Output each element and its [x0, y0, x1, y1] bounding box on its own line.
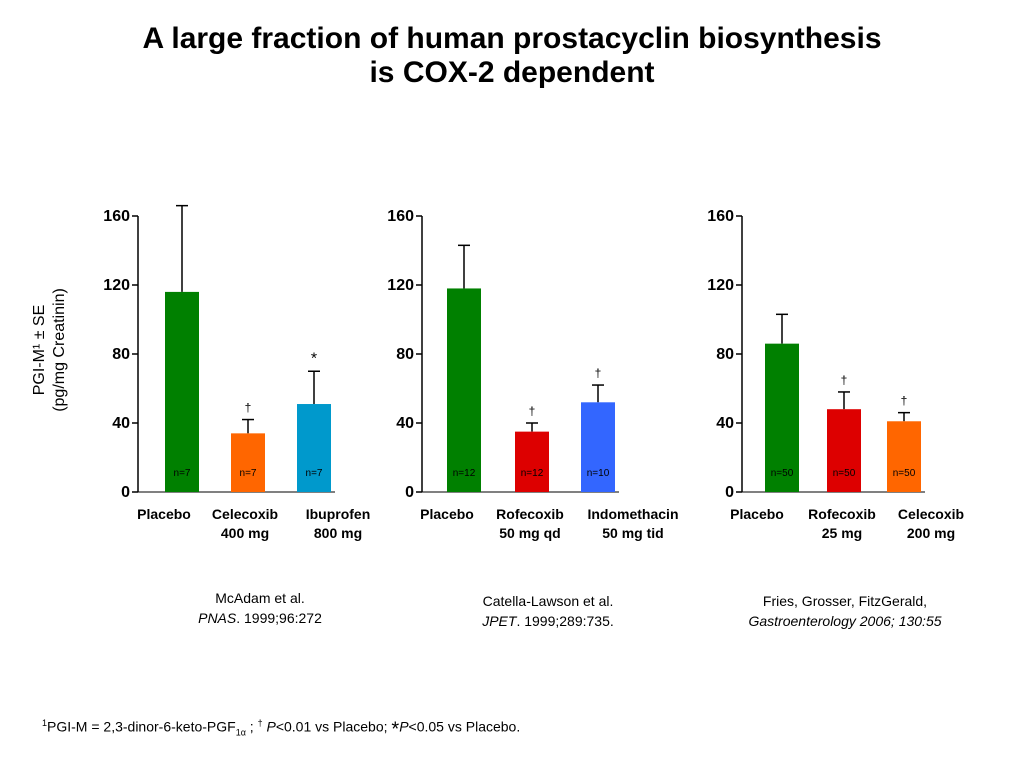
footnote-sub: 1α — [235, 727, 246, 738]
chart-3-sig-marker-1: † — [841, 373, 848, 387]
chart-1-category-label-0-0: Placebo — [137, 506, 191, 522]
footnote-sup: 1 — [42, 718, 48, 728]
title-line-1: A large fraction of human prostacyclin b… — [142, 22, 882, 55]
chart-2-category-label-1-1: 50 mg qd — [499, 525, 560, 541]
chart-2-sig-marker-1: † — [529, 404, 536, 418]
citation-1: McAdam et al. PNAS. 1999;96:272 — [160, 588, 360, 628]
chart-2-category-label-2-0: Indomethacin — [587, 506, 678, 522]
citation-2: Catella-Lawson et al. JPET. 1999;289:735… — [438, 591, 658, 631]
chart-2-bar-2 — [581, 402, 615, 492]
chart-2-sig-marker-2: † — [595, 366, 602, 380]
footnote-part-1: PGI-M = 2,3-dinor-6-keto-PGF — [47, 718, 236, 735]
chart-1-sig-marker-2: * — [311, 350, 317, 367]
chart-2-y-tick-label-2: 80 — [396, 346, 414, 363]
footnote-star: * — [391, 718, 400, 741]
footnote-dagger: † — [257, 718, 263, 728]
chart-3-bar-1 — [827, 409, 861, 492]
chart-3-bar-2 — [887, 421, 921, 492]
footnote-part-3: <0.01 vs Placebo; — [275, 718, 392, 735]
chart-3-n-label-0: n=50 — [771, 468, 794, 479]
footnote-part-4: <0.05 vs Placebo. — [408, 718, 521, 735]
chart-2-y-tick-label-1: 40 — [396, 415, 414, 432]
footnote: 1PGI-M = 2,3-dinor-6-keto-PGF1α ; † P<0.… — [42, 718, 520, 742]
chart-3-sig-marker-2: † — [901, 394, 908, 408]
chart-3-y-tick-label-3: 120 — [707, 277, 734, 294]
chart-3-category-label-1-0: Rofecoxib — [808, 506, 876, 522]
title-line-2: is COX-2 dependent — [369, 56, 655, 89]
citation-1-journal: PNAS — [198, 610, 237, 626]
chart-2-n-label-2: n=10 — [587, 468, 610, 479]
citation-2-ref: . 1999;289:735. — [516, 613, 614, 629]
chart-1-sig-marker-1: † — [245, 401, 252, 415]
footnote-part-2: ; — [245, 718, 258, 735]
chart-3-bar-0 — [765, 343, 799, 492]
citation-1-ref: . 1999;96:272 — [236, 610, 322, 626]
citation-3-journal: Gastroenterology 2006; 130:55 — [748, 613, 942, 629]
chart-3-category-label-0-0: Placebo — [730, 506, 784, 522]
chart-2-category-label-2-1: 50 mg tid — [602, 525, 663, 541]
chart-3-y-tick-label-2: 80 — [716, 346, 734, 363]
chart-3-n-label-2: n=50 — [893, 468, 916, 479]
chart-3-category-label-1-1: 25 mg — [822, 525, 862, 541]
chart-1-bar-2 — [297, 404, 331, 492]
chart-1-n-label-2: n=7 — [306, 468, 323, 479]
page-title: A large fraction of human prostacyclin b… — [0, 22, 1024, 90]
chart-2-y-tick-label-3: 120 — [387, 277, 414, 294]
chart-2-bar-1 — [515, 431, 549, 492]
chart-1-n-label-1: n=7 — [240, 468, 257, 479]
citation-2-authors: Catella-Lawson et al. — [482, 593, 614, 609]
citation-1-authors: McAdam et al. — [215, 590, 305, 606]
chart-2-y-tick-label-4: 160 — [387, 208, 414, 225]
footnote-p1: P — [262, 718, 276, 735]
chart-2-category-label-0-0: Placebo — [420, 506, 474, 522]
chart-3-y-tick-label-1: 40 — [716, 415, 734, 432]
chart-1-y-tick-label-2: 80 — [112, 346, 130, 363]
chart-2-n-label-0: n=12 — [453, 468, 476, 479]
chart-2-n-label-1: n=12 — [521, 468, 544, 479]
chart-3-y-tick-label-0: 0 — [725, 484, 734, 501]
citation-3: Fries, Grosser, FitzGerald, Gastroentero… — [715, 591, 975, 631]
footnote-p2: P — [399, 718, 409, 735]
chart-1-y-tick-label-1: 40 — [112, 415, 130, 432]
chart-1-category-label-1-1: 400 mg — [221, 525, 269, 541]
citation-2-journal: JPET — [482, 613, 517, 629]
chart-1-bar-0 — [165, 291, 199, 492]
chart-1-bar-1 — [231, 433, 265, 492]
chart-3-category-label-2-0: Celecoxib — [898, 506, 964, 522]
citation-3-authors: Fries, Grosser, FitzGerald, — [762, 593, 928, 609]
chart-3-category-label-2-1: 200 mg — [907, 525, 955, 541]
chart-1-y-tick-label-4: 160 — [103, 208, 130, 225]
chart-1-category-label-2-0: Ibuprofen — [306, 506, 371, 522]
chart-1-category-label-2-1: 800 mg — [314, 525, 362, 541]
chart-1-category-label-1-0: Celecoxib — [212, 506, 278, 522]
chart-1-y-tick-label-0: 0 — [121, 484, 130, 501]
chart-3-n-label-1: n=50 — [833, 468, 856, 479]
chart-1-n-label-0: n=7 — [174, 468, 191, 479]
chart-3-y-tick-label-4: 160 — [707, 208, 734, 225]
chart-2-y-tick-label-0: 0 — [405, 484, 414, 501]
chart-2-bar-0 — [447, 288, 481, 492]
chart-2-category-label-1-0: Rofecoxib — [496, 506, 564, 522]
chart-1-y-tick-label-3: 120 — [103, 277, 130, 294]
